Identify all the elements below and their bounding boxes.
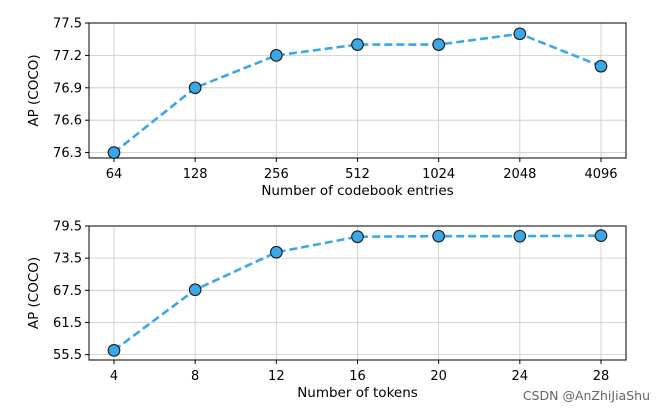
x-tick-label: 128 (183, 167, 208, 182)
x-tick-label: 4096 (584, 167, 617, 182)
x-tick-label: 1024 (422, 167, 455, 182)
y-tick-label: 79.5 (53, 220, 82, 235)
x-tick-label: 16 (349, 369, 366, 384)
data-point (594, 229, 608, 242)
y-tick-label: 76.9 (53, 81, 82, 96)
data-point (351, 230, 364, 244)
y-tick-label: 76.6 (53, 114, 82, 129)
data-point (513, 229, 527, 243)
y-tick-label: 73.5 (53, 252, 82, 267)
y-tick-label: 76.3 (53, 146, 82, 161)
x-tick-label: 20 (430, 369, 447, 384)
x-tick-label: 12 (268, 369, 285, 384)
y-tick-label: 55.5 (53, 348, 82, 363)
data-point (432, 229, 446, 243)
x-tick-label: 24 (512, 369, 529, 384)
tokens-chart: 55.5 61.5 67.5 73.5 79.5 4 8 12 16 20 24 28 Number o… (26, 220, 627, 401)
y-axis-label: AP (COCO) (26, 257, 42, 329)
watermark: CSDN @AnZhiJiaShu (523, 388, 650, 403)
x-axis-label: Number of tokens (297, 385, 418, 401)
data-point (188, 283, 202, 297)
x-tick-label: 512 (345, 167, 370, 182)
data-point (269, 49, 283, 62)
y-tick-label: 77.5 (53, 17, 82, 32)
data-point (107, 146, 121, 159)
data-point (513, 27, 527, 41)
x-tick-label: 28 (593, 369, 610, 384)
data-point (351, 38, 364, 51)
x-axis-label: Number of codebook entries (261, 183, 453, 199)
y-axis-label: AP (COCO) (26, 54, 42, 126)
x-tick-label: 256 (264, 167, 289, 182)
x-tick-label: 4 (110, 369, 118, 384)
y-tick-label: 61.5 (53, 316, 82, 331)
data-point (269, 245, 283, 259)
data-point (107, 344, 121, 357)
y-tick-label: 77.2 (53, 49, 82, 64)
data-point (188, 81, 202, 95)
data-point (432, 38, 446, 51)
x-tick-label: 8 (191, 369, 199, 384)
y-tick-label: 67.5 (53, 284, 82, 299)
data-point (594, 59, 608, 73)
x-tick-label: 64 (106, 167, 123, 182)
codebook-entries-chart: 76.3 76.6 76.9 77.2 77.5 64 128 256 512 1024 2048 4… (26, 17, 627, 199)
x-tick-label: 2048 (503, 167, 536, 182)
